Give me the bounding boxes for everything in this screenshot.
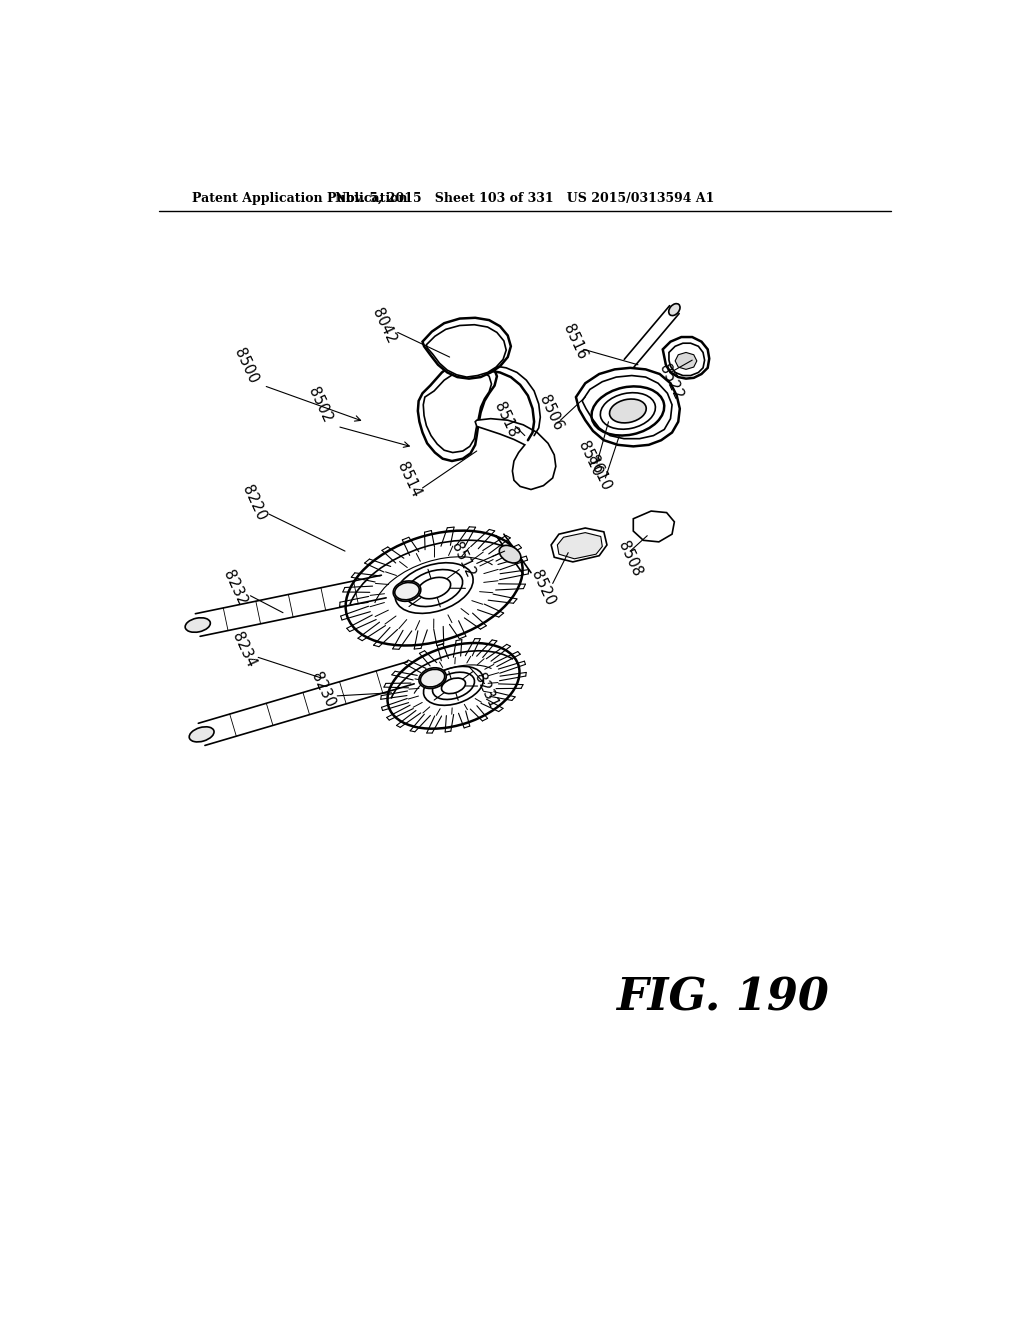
Polygon shape — [663, 337, 710, 379]
Polygon shape — [426, 325, 506, 378]
Text: 8506: 8506 — [537, 392, 566, 433]
Ellipse shape — [393, 581, 421, 602]
Text: 8220: 8220 — [239, 483, 268, 524]
Text: 8516: 8516 — [560, 322, 589, 362]
Ellipse shape — [609, 399, 646, 422]
Polygon shape — [423, 318, 511, 379]
Text: 8230: 8230 — [308, 669, 338, 710]
Polygon shape — [669, 343, 705, 376]
Polygon shape — [551, 528, 607, 562]
Polygon shape — [575, 368, 680, 446]
Text: 8520: 8520 — [528, 568, 558, 609]
Text: 8518: 8518 — [492, 400, 521, 440]
Text: Nov. 5, 2015   Sheet 103 of 331   US 2015/0313594 A1: Nov. 5, 2015 Sheet 103 of 331 US 2015/03… — [335, 191, 715, 205]
Text: 8042: 8042 — [369, 306, 398, 346]
Text: Patent Application Publication: Patent Application Publication — [191, 191, 408, 205]
Polygon shape — [475, 418, 556, 490]
Text: 8522: 8522 — [655, 362, 685, 401]
Text: 8510: 8510 — [575, 438, 604, 479]
Text: 8234: 8234 — [229, 630, 259, 669]
Text: 8508: 8508 — [615, 539, 645, 578]
Polygon shape — [418, 359, 497, 461]
Polygon shape — [423, 368, 492, 453]
Text: 8610: 8610 — [585, 453, 613, 492]
Ellipse shape — [189, 727, 214, 742]
Ellipse shape — [185, 618, 210, 632]
Text: 8231: 8231 — [471, 672, 501, 711]
Polygon shape — [675, 352, 697, 370]
Polygon shape — [583, 376, 672, 438]
Text: 8512: 8512 — [449, 540, 477, 581]
Ellipse shape — [419, 668, 446, 689]
Text: FIG. 190: FIG. 190 — [616, 977, 829, 1019]
Ellipse shape — [669, 304, 680, 315]
Text: 8500: 8500 — [231, 346, 260, 387]
Text: 8232: 8232 — [220, 568, 250, 609]
Polygon shape — [633, 511, 675, 543]
Polygon shape — [557, 533, 602, 558]
Ellipse shape — [500, 545, 521, 564]
Text: 8514: 8514 — [394, 461, 423, 500]
Text: 8502: 8502 — [305, 384, 335, 425]
